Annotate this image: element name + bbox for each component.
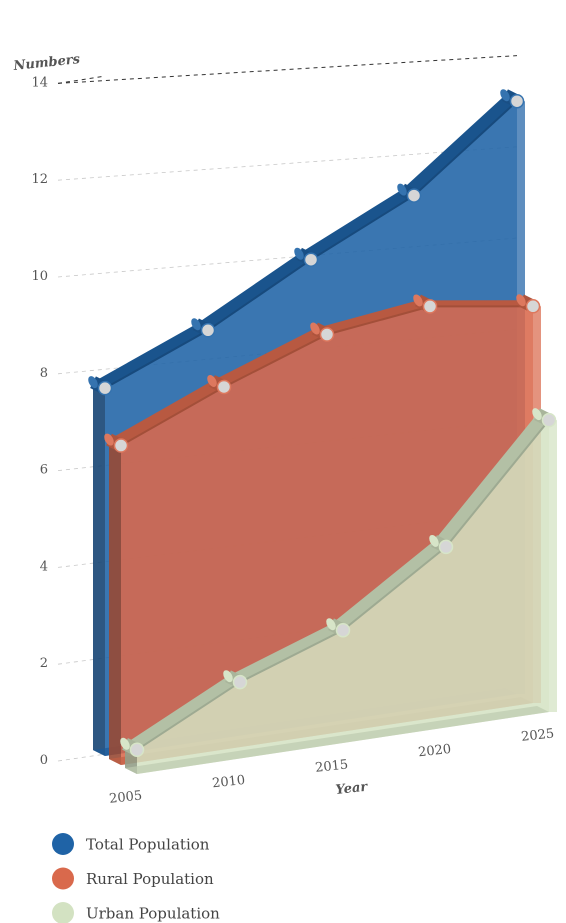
series-base [125,706,549,774]
data-point-marker [326,618,351,638]
legend-item: Rural Population [52,867,214,890]
data-point-marker [397,183,422,203]
marker-back-cap [429,534,439,547]
marker-cap [525,299,541,314]
marker-back-cap [223,670,233,683]
marker-back-cap [294,247,304,260]
marker-back-cap [191,318,201,331]
legend-label: Urban Population [86,905,220,923]
data-point-marker [104,433,129,453]
data-point-marker [532,408,557,428]
y-tick-label: 8 [40,366,48,381]
data-point-marker [207,375,232,395]
legend-item: Total Population [52,833,210,855]
x-tick-label: 2015 [314,757,348,775]
legend-label: Rural Population [86,870,214,888]
series-top-ribbon [125,414,549,750]
data-point-marker [191,318,216,338]
marker-back-cap [397,183,407,196]
marker-cap [438,539,454,555]
marker-back-cap [104,433,114,446]
marker-cap [232,674,248,690]
marker-cap [335,622,351,638]
data-point-marker [500,89,525,109]
series-side-face [93,382,105,756]
marker-cap [113,438,129,453]
marker-back-cap [413,294,423,307]
data-point-marker [294,247,319,267]
marker-cap [216,379,232,395]
marker-cap [319,327,335,342]
legend-swatch [52,867,74,890]
y-tick-label: 0 [40,753,48,768]
marker-back-cap [310,322,320,335]
data-point-marker [223,670,248,690]
y-tick-label: 2 [40,656,48,671]
series-urban-population [120,408,557,774]
marker-cap [97,380,113,396]
y-tick-label: 4 [40,559,48,574]
marker-back-cap [88,376,98,389]
legend-item: Urban Population [52,902,220,923]
marker-cap [406,188,422,203]
y-tick-label: 12 [31,172,48,187]
legend: Total Population Rural Population Urban Po… [52,833,220,923]
y-axis-title: Numbers [12,52,81,74]
marker-back-cap [120,737,130,750]
marker-cap [509,93,525,109]
y-axis: 0 2 4 6 8 10 12 14 [31,75,48,768]
marker-cap [200,323,216,338]
marker-back-cap [532,408,542,421]
data-point-marker [429,534,454,555]
x-tick-label: 2010 [211,773,245,791]
gridline [57,55,518,84]
x-tick-label: 2020 [417,742,451,760]
marker-back-cap [516,294,526,307]
axis-top-line [57,75,104,84]
x-axis: 2005 2010 2015 2020 2025 [108,726,554,806]
series-top-ribbon [93,95,517,389]
data-point-marker [120,737,145,758]
legend-swatch [52,833,74,855]
data-point-marker [516,294,541,314]
x-tick-label: 2005 [108,788,142,806]
data-point-marker [88,376,113,396]
data-point-marker [310,322,335,342]
y-tick-label: 6 [40,463,48,478]
legend-label: Total Population [86,836,210,854]
series-side-face [109,439,121,765]
series-side-face [549,420,557,712]
y-tick-label: 10 [31,269,48,284]
data-point-marker [413,294,438,314]
x-axis-title: Year [335,780,369,798]
x-tick-label: 2025 [520,726,554,744]
plot-area [88,89,557,774]
marker-back-cap [326,618,336,631]
y-tick-label: 14 [31,75,48,90]
marker-cap [422,299,438,314]
marker-cap [129,742,145,758]
legend-swatch [52,902,74,923]
marker-cap [303,252,319,267]
marker-back-cap [207,375,217,387]
marker-cap [541,412,557,428]
marker-back-cap [500,89,510,102]
